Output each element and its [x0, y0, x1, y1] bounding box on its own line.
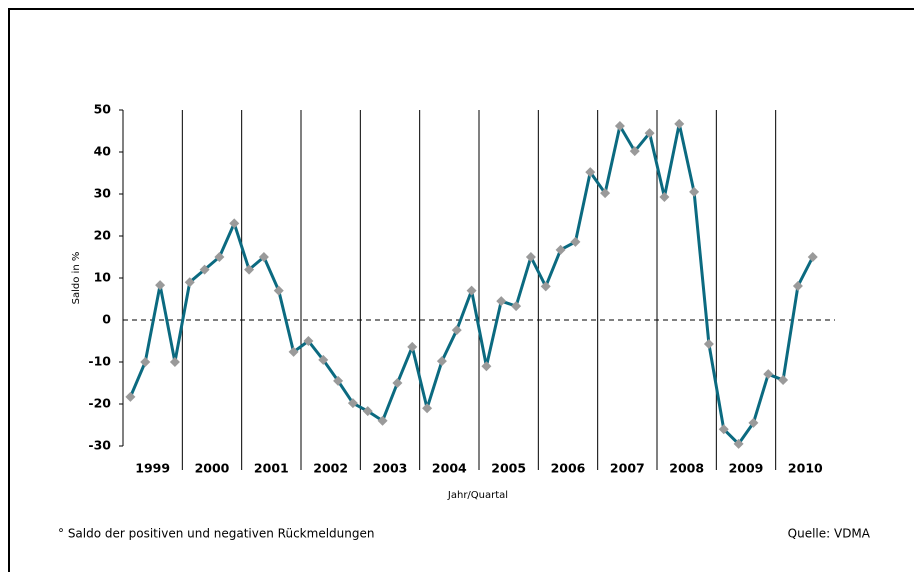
- marker: [199, 264, 210, 275]
- marker: [792, 280, 803, 291]
- marker: [807, 252, 818, 262]
- marker: [674, 118, 685, 129]
- x-tick-label: 2000: [195, 461, 230, 476]
- marker: [585, 167, 596, 178]
- marker: [763, 369, 774, 380]
- marker: [303, 336, 314, 346]
- marker: [659, 191, 670, 202]
- source: Quelle: VDMA: [788, 527, 871, 541]
- marker: [125, 391, 136, 402]
- y-tick-label: 10: [94, 270, 112, 285]
- marker: [570, 236, 581, 247]
- marker: [258, 252, 269, 262]
- x-tick-label: 2002: [313, 461, 348, 476]
- x-tick-label: 2003: [373, 461, 408, 476]
- marker: [644, 128, 655, 139]
- marker: [333, 375, 344, 386]
- marker: [392, 378, 403, 388]
- marker: [481, 361, 492, 372]
- marker: [347, 398, 358, 409]
- marker: [214, 252, 225, 262]
- marker: [733, 438, 744, 449]
- x-tick-label: 2001: [254, 461, 289, 476]
- marker: [525, 252, 536, 262]
- x-tick-label: 1999: [135, 461, 170, 476]
- marker: [600, 188, 611, 199]
- marker: [244, 264, 255, 275]
- marker: [362, 406, 373, 417]
- marker: [377, 415, 388, 426]
- x-tick-label: 2005: [491, 461, 526, 476]
- y-tick-label: 30: [94, 186, 112, 201]
- marker: [540, 281, 551, 292]
- marker: [511, 301, 522, 312]
- x-tick-label: 2006: [551, 461, 586, 476]
- y-tick-label: -30: [88, 438, 111, 453]
- marker: [496, 296, 507, 307]
- marker: [184, 277, 195, 288]
- x-tick-label: 2007: [610, 461, 645, 476]
- marker: [451, 325, 462, 336]
- marker: [229, 218, 240, 229]
- marker: [748, 417, 759, 428]
- marker: [778, 375, 789, 386]
- marker: [555, 244, 566, 255]
- marker: [273, 285, 284, 296]
- x-tick-label: 2008: [669, 461, 704, 476]
- y-tick-label: 40: [94, 144, 112, 159]
- marker: [703, 338, 714, 349]
- marker: [140, 357, 151, 367]
- marker: [689, 186, 700, 197]
- x-tick-label: 2004: [432, 461, 467, 476]
- marker: [614, 120, 625, 131]
- y-tick-label: 0: [102, 312, 111, 327]
- marker: [155, 280, 166, 291]
- x-tick-label: 2009: [729, 461, 764, 476]
- y-tick-label: -10: [88, 354, 111, 369]
- marker: [288, 346, 299, 357]
- marker: [466, 285, 477, 296]
- y-tick-label: -20: [88, 396, 111, 411]
- line: [129, 122, 815, 446]
- y-tick-label: 20: [94, 228, 112, 243]
- frame: [8, 8, 914, 572]
- x-tick-label: 2010: [788, 461, 823, 476]
- marker: [436, 356, 447, 367]
- x-axis-label: Jahr/Quartal: [447, 490, 508, 501]
- marker: [318, 354, 329, 365]
- marker: [422, 403, 433, 414]
- footnote: ° Saldo der positiven und negativen Rück…: [58, 527, 374, 541]
- y-axis-label: Saldo in %: [71, 252, 82, 305]
- y-tick-label: 50: [94, 102, 112, 117]
- marker: [629, 146, 640, 157]
- marker: [718, 424, 729, 435]
- marker: [169, 357, 180, 367]
- marker: [407, 341, 418, 352]
